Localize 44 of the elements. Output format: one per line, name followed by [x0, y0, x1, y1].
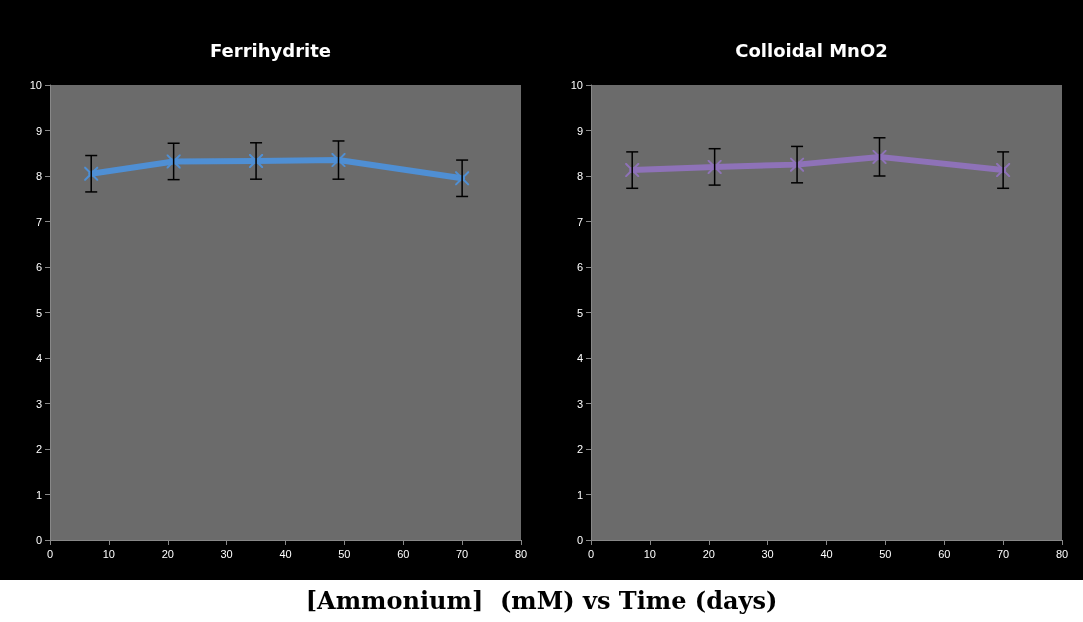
- y-tick-label: 2: [35, 443, 42, 455]
- x-tick-label: 40: [279, 547, 292, 560]
- x-tick-label: 80: [1055, 547, 1069, 560]
- y-tick-label: 4: [35, 352, 42, 364]
- y-tick-label: 6: [576, 261, 583, 273]
- y-tick-label: 4: [576, 352, 583, 364]
- y-tick-label: 8: [35, 170, 42, 182]
- x-tick-label: 10: [643, 547, 656, 560]
- x-tick-label: 60: [397, 547, 410, 560]
- y-tick-label: 1: [576, 488, 583, 501]
- y-tick-label: 9: [576, 124, 583, 137]
- x-tick-label: 20: [702, 547, 715, 560]
- chart-title: Colloidal MnO2: [735, 39, 888, 61]
- point: [166, 154, 181, 169]
- y-tick-label: 7: [35, 215, 42, 228]
- chart-title: Ferrihydrite: [210, 39, 331, 61]
- x-tick-label: 30: [761, 547, 774, 560]
- x-tick-label: 10: [102, 547, 115, 560]
- x-tick-label: 70: [997, 547, 1010, 560]
- y-tick-label: 10: [570, 79, 583, 91]
- x-tick-label: 0: [46, 547, 54, 560]
- x-tick-label: 50: [338, 547, 351, 560]
- x-tick-label: 30: [220, 547, 233, 560]
- x-tick-label: 20: [161, 547, 174, 560]
- x-tick-label: 0: [587, 547, 595, 560]
- x-tick-label: 60: [938, 547, 951, 560]
- x-tick-label: 50: [879, 547, 892, 560]
- y-tick-label: 6: [35, 261, 42, 273]
- y-tick-label: 3: [576, 397, 583, 410]
- y-tick-label: 2: [576, 443, 583, 455]
- y-tick-label: 7: [576, 215, 583, 228]
- y-tick-label: 1: [35, 488, 42, 501]
- y-tick-label: 0: [35, 534, 42, 546]
- text: [Ammonium] (mM) vs Time (days): [304, 585, 779, 617]
- y-tick-label: 10: [29, 79, 42, 91]
- y-tick-label: 0: [576, 534, 583, 546]
- x-tick-label: 70: [456, 547, 469, 560]
- x-tick-label: 40: [820, 547, 833, 560]
- y-tick-label: 3: [35, 397, 42, 410]
- x-tick-label: 80: [514, 547, 528, 560]
- y-tick-label: 8: [576, 170, 583, 182]
- y-tick-label: 9: [35, 124, 42, 137]
- y-tick-label: 5: [35, 306, 42, 319]
- y-tick-label: 5: [576, 306, 583, 319]
